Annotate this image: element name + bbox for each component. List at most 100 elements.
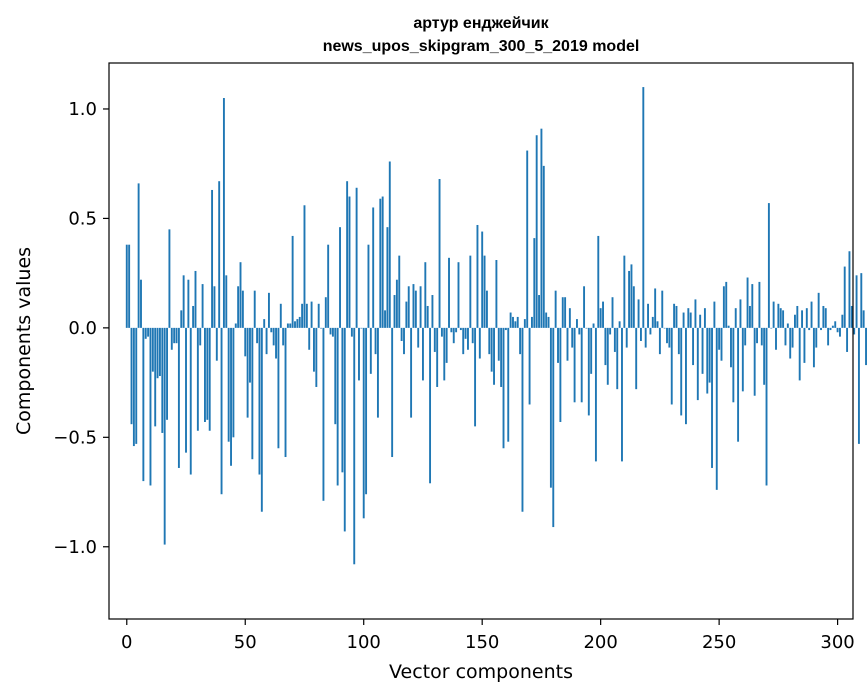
bar	[722, 286, 725, 328]
bar	[367, 244, 370, 328]
bar	[284, 327, 287, 458]
bar	[576, 319, 578, 328]
bar	[703, 308, 706, 328]
bar	[618, 321, 621, 328]
bar	[426, 305, 429, 328]
bar	[301, 303, 304, 328]
bar	[414, 290, 417, 328]
bar	[561, 297, 564, 328]
bar	[609, 327, 612, 335]
bar	[533, 238, 536, 328]
bar	[623, 255, 626, 328]
bar	[474, 327, 477, 427]
bar-series	[125, 87, 867, 565]
y-axis-ticks: 1.0 0.5 0.0 −0.5 −1.0	[53, 99, 109, 558]
y-tick-label: −0.5	[53, 427, 97, 448]
bar	[597, 235, 600, 328]
bar	[573, 327, 576, 403]
bar	[711, 327, 713, 468]
bar	[452, 327, 455, 344]
bar	[815, 327, 818, 348]
bar	[201, 284, 204, 328]
bar	[211, 189, 214, 328]
x-tick-label: 250	[702, 632, 736, 653]
bar	[796, 305, 799, 328]
bar	[689, 312, 692, 328]
bar	[313, 327, 315, 372]
bar	[417, 327, 420, 348]
bar	[625, 327, 628, 348]
bar	[670, 327, 673, 405]
bar	[699, 314, 702, 328]
bar	[808, 327, 811, 331]
bar	[374, 327, 377, 355]
bar	[173, 327, 176, 344]
bar	[348, 196, 351, 328]
bar	[220, 327, 223, 495]
bar	[346, 181, 349, 328]
bar	[339, 227, 341, 328]
bar	[320, 327, 323, 329]
bar	[303, 205, 306, 328]
bar	[528, 327, 531, 405]
bar	[635, 327, 638, 390]
bar	[578, 327, 581, 335]
bar	[741, 327, 744, 392]
bar	[249, 327, 251, 383]
bar	[369, 327, 372, 374]
bar	[419, 286, 422, 328]
bar	[310, 301, 313, 328]
bar	[521, 327, 524, 512]
plot-frame	[108, 62, 854, 620]
bar	[547, 316, 550, 328]
bar	[381, 196, 384, 328]
bar	[225, 275, 228, 328]
bar	[215, 327, 218, 361]
bar	[611, 297, 614, 328]
bar	[322, 327, 325, 501]
bar	[443, 327, 446, 381]
bar	[831, 325, 834, 328]
bar	[642, 87, 645, 328]
bar	[727, 325, 730, 328]
y-tick-label: −1.0	[53, 537, 97, 558]
bar	[180, 310, 183, 328]
bar	[391, 327, 394, 458]
bar	[327, 244, 330, 328]
bar	[685, 327, 687, 425]
bar	[654, 288, 657, 328]
bar	[644, 327, 647, 348]
x-tick-label: 0	[121, 632, 132, 653]
bar	[594, 327, 597, 462]
bar	[687, 308, 690, 328]
bar	[407, 286, 410, 328]
bar	[431, 295, 434, 328]
bar	[782, 310, 785, 328]
bar	[734, 308, 737, 328]
bar	[568, 308, 571, 328]
bar	[488, 327, 491, 355]
bar	[331, 327, 334, 337]
bar	[748, 305, 751, 328]
bar	[140, 279, 142, 328]
bar	[658, 327, 661, 355]
bar	[673, 303, 676, 328]
bar	[355, 187, 358, 328]
bar	[580, 327, 583, 403]
bar	[504, 327, 507, 331]
bar	[860, 273, 863, 328]
bar	[291, 235, 294, 328]
bar	[218, 181, 221, 328]
bar	[185, 327, 187, 453]
bar	[440, 327, 443, 337]
bar	[317, 303, 320, 328]
bar	[379, 198, 382, 328]
bar	[175, 327, 178, 344]
bar	[334, 327, 337, 425]
bar	[865, 327, 867, 366]
bar	[604, 327, 607, 366]
bar	[436, 327, 439, 387]
bar	[647, 303, 649, 328]
bar	[744, 327, 747, 346]
bar	[471, 327, 474, 344]
